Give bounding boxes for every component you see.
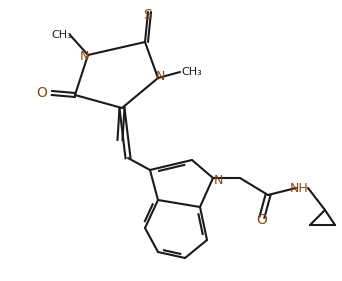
Text: O: O [256,213,267,227]
Text: CH₃: CH₃ [182,67,202,77]
Text: N: N [213,173,223,187]
Text: N: N [79,49,89,62]
Text: CH₃: CH₃ [52,30,73,40]
Text: S: S [144,8,153,22]
Text: NH: NH [290,182,308,194]
Text: O: O [37,86,48,100]
Text: N: N [155,69,165,83]
